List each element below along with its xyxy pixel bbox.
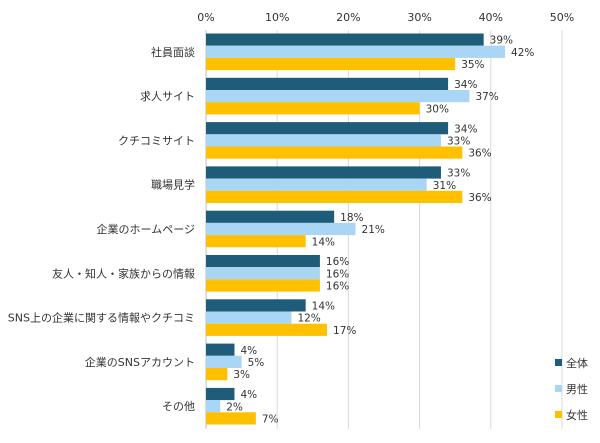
bar (206, 343, 235, 356)
bar (206, 178, 427, 191)
x-tick-label: 20% (336, 11, 360, 24)
x-tick-label: 30% (407, 11, 431, 24)
data-label: 42% (511, 47, 534, 59)
data-label: 14% (312, 236, 335, 248)
data-label: 21% (362, 224, 385, 236)
category-label: SNS上の企業に関する情報やクチコミ (8, 311, 195, 325)
bar (206, 255, 320, 268)
category-label: 求人サイト (140, 90, 195, 103)
legend-swatch (555, 385, 562, 392)
data-label: 16% (326, 281, 349, 293)
bar (206, 355, 242, 368)
data-label: 4% (240, 389, 257, 401)
data-label: 5% (248, 357, 265, 369)
legend-label: 全体 (566, 356, 588, 370)
bar (206, 122, 449, 135)
legend-label: 女性 (566, 408, 588, 422)
bar (206, 77, 449, 90)
data-label: 34% (454, 123, 477, 135)
bar (206, 267, 320, 280)
data-label: 4% (240, 345, 257, 357)
data-label: 30% (426, 103, 449, 115)
bar (206, 166, 441, 179)
bar (206, 33, 484, 46)
data-label: 7% (262, 414, 279, 426)
bar (206, 311, 292, 324)
bar (206, 90, 470, 103)
bar (206, 368, 228, 381)
data-label: 36% (468, 148, 491, 160)
category-label: 社員面談 (151, 45, 195, 59)
data-label: 35% (461, 59, 484, 71)
x-tick-label: 40% (479, 11, 503, 24)
bar (206, 222, 356, 236)
category-label: 職場見学 (151, 178, 195, 192)
bar (206, 146, 463, 159)
data-label: 16% (326, 268, 349, 280)
bars-layer (206, 33, 506, 425)
legend-label: 男性 (566, 382, 588, 396)
data-label: 2% (226, 401, 243, 413)
bar (206, 323, 328, 336)
data-label: 17% (333, 325, 356, 337)
bar (206, 299, 306, 312)
bar (206, 387, 235, 401)
data-label: 31% (433, 180, 456, 192)
bar (206, 400, 221, 413)
data-label: 33% (447, 136, 470, 148)
bar (206, 235, 306, 248)
labels-layer: 0% 10% 20% 30% 40% 50%社員面談39%42%35%求人サイト34%37… (8, 11, 574, 426)
category-label: 友人・知人・家族からの情報 (52, 266, 195, 280)
x-tick-label: 0% (197, 11, 214, 24)
data-label: 3% (233, 369, 250, 381)
category-label: 企業のSNSアカウント (85, 355, 195, 369)
bar (206, 279, 320, 292)
data-label: 34% (454, 79, 477, 91)
data-label: 36% (468, 192, 491, 204)
data-label: 33% (447, 168, 470, 180)
legend-swatch (555, 411, 562, 418)
data-label: 14% (312, 301, 335, 313)
data-label: 37% (475, 91, 498, 103)
bar (206, 102, 420, 115)
legend-swatch (555, 359, 562, 366)
data-label: 39% (490, 35, 513, 47)
data-label: 16% (326, 256, 349, 268)
bar (206, 210, 335, 223)
bar (206, 57, 456, 71)
category-label: 企業のホームページ (97, 222, 195, 236)
bar (206, 412, 256, 425)
bar (206, 134, 441, 147)
category-label: クチコミサイト (118, 134, 195, 147)
data-label: 12% (297, 313, 320, 325)
bar (206, 190, 463, 203)
category-label: その他 (162, 400, 195, 413)
bar (206, 45, 506, 58)
x-tick-label: 10% (265, 11, 289, 24)
x-tick-label: 50% (550, 11, 574, 24)
data-label: 18% (340, 212, 363, 224)
